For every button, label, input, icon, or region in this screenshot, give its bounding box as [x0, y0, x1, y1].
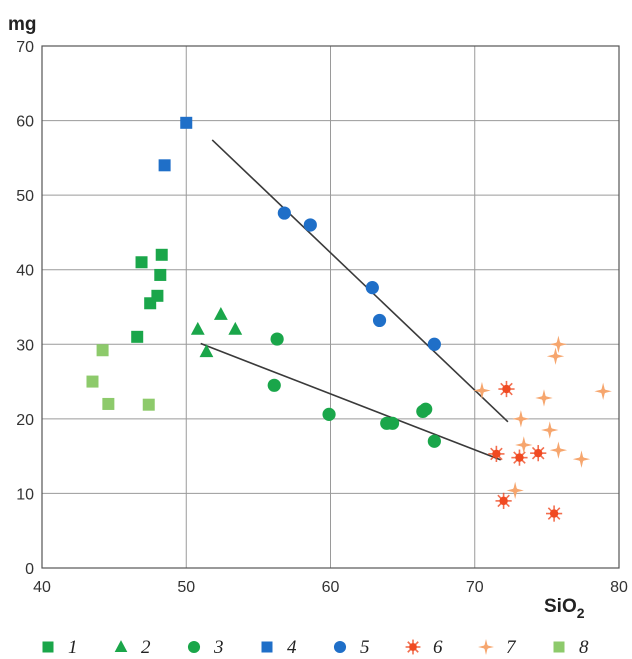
legend-marker-3 [187, 640, 201, 654]
legend: 1 2 3 4 5 6 7 8 [42, 637, 589, 658]
legend-marker-2 [114, 640, 128, 652]
data-points [86, 116, 612, 522]
data-point-series-7 [515, 436, 533, 454]
data-point-series-7 [512, 410, 530, 428]
x-axis-title-main: SiO [544, 596, 577, 617]
data-point-series-5 [303, 218, 317, 232]
data-point-series-4 [180, 116, 193, 129]
legend-label-6: 6 [433, 637, 443, 658]
data-point-series-7 [506, 481, 524, 500]
data-point-series-7 [594, 382, 612, 400]
y-tick-label: 70 [16, 39, 34, 56]
trend-lines [200, 139, 509, 461]
data-point-series-3 [385, 416, 400, 430]
data-point-series-5 [277, 206, 291, 220]
trend-line [200, 342, 502, 461]
legend-marker-8 [553, 641, 565, 653]
data-point-series-6 [498, 380, 515, 398]
data-point-series-7 [546, 347, 565, 365]
data-point-series-1 [151, 289, 164, 302]
legend-marker-7 [478, 639, 494, 655]
data-point-series-5 [365, 281, 379, 295]
data-point-series-6 [530, 445, 547, 462]
data-point-series-1 [154, 268, 167, 281]
y-tick-label: 60 [16, 114, 34, 131]
y-axis-title: mg [8, 14, 37, 35]
data-point-series-7 [572, 450, 591, 468]
legend-marker-5 [333, 640, 347, 654]
data-point-series-7 [541, 421, 559, 439]
data-point-series-8 [102, 397, 115, 410]
legend-label-2: 2 [141, 637, 151, 658]
data-point-series-7 [549, 335, 568, 353]
x-axis-title-subscript: 2 [577, 605, 585, 621]
legend-label-4: 4 [287, 637, 297, 658]
grid [42, 46, 619, 568]
data-point-series-5 [372, 313, 387, 328]
legend-marker-6 [405, 639, 421, 655]
data-point-series-2 [213, 306, 228, 320]
y-tick-label: 40 [16, 263, 34, 280]
data-point-series-8 [96, 344, 109, 357]
data-point-series-5 [427, 337, 441, 351]
trend-line [211, 139, 509, 423]
data-point-series-3 [427, 434, 441, 448]
y-tick-label: 50 [16, 188, 34, 205]
y-tick-label: 0 [25, 561, 34, 578]
y-tick-label: 10 [16, 486, 34, 503]
legend-label-7: 7 [506, 637, 517, 658]
data-point-series-2 [190, 321, 205, 335]
data-point-series-7 [473, 381, 491, 400]
data-point-series-3 [322, 407, 336, 421]
x-tick-label: 70 [466, 579, 484, 596]
legend-marker-1 [42, 641, 54, 653]
data-point-series-4 [158, 159, 171, 172]
x-tick-label: 40 [33, 579, 51, 596]
x-axis-title: SiO2 [544, 596, 585, 621]
data-point-series-8 [86, 375, 99, 388]
legend-label-3: 3 [213, 637, 224, 658]
x-tick-label: 80 [610, 579, 628, 596]
legend-label-8: 8 [579, 637, 589, 658]
legend-label-5: 5 [360, 637, 370, 658]
data-point-series-6 [545, 505, 563, 522]
data-point-series-3 [267, 378, 281, 392]
data-point-series-3 [419, 402, 433, 416]
tick-labels: 40 50 60 70 80 0 10 20 30 40 50 60 70 [16, 39, 628, 596]
data-point-series-1 [131, 330, 144, 343]
legend-label-1: 1 [68, 637, 78, 658]
data-point-series-2 [199, 344, 214, 358]
x-tick-label: 60 [322, 579, 340, 596]
data-point-series-7 [535, 389, 553, 407]
data-point-series-1 [135, 256, 148, 269]
data-point-series-7 [549, 441, 568, 459]
plot-frame [41, 45, 620, 569]
data-point-series-6 [488, 445, 505, 463]
data-point-series-6 [495, 492, 512, 509]
y-tick-label: 20 [16, 412, 34, 429]
data-point-series-2 [228, 321, 243, 335]
data-point-series-8 [142, 398, 155, 411]
y-tick-label: 30 [16, 337, 34, 354]
x-tick-label: 50 [177, 579, 195, 596]
data-point-series-3 [270, 332, 284, 346]
legend-marker-4 [261, 641, 273, 653]
data-point-series-1 [155, 248, 168, 261]
data-point-series-6 [511, 449, 528, 466]
